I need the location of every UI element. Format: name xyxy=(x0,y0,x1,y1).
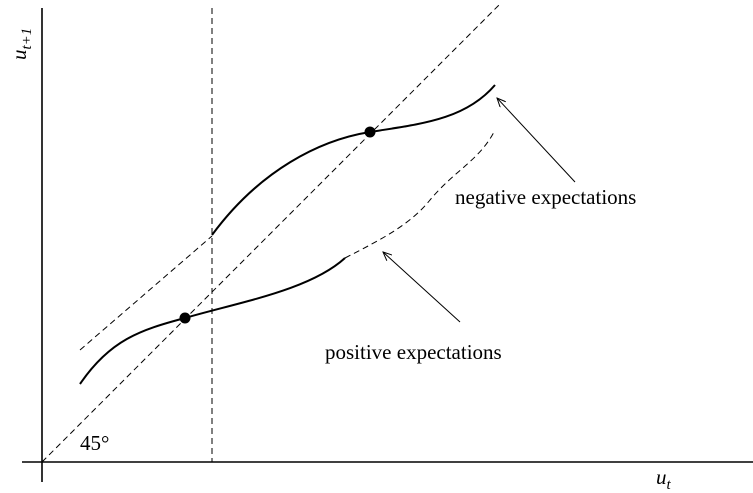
x-axis-label: ut xyxy=(656,465,672,493)
arrow xyxy=(497,98,576,183)
positive-label: positive expectations xyxy=(325,340,502,364)
y-axis-label: ut+1 xyxy=(7,28,35,60)
angle-label: 45° xyxy=(80,431,109,455)
y-label-sub: t+1 xyxy=(19,28,35,50)
negative-label: negative expectations xyxy=(455,185,636,209)
arrow xyxy=(383,252,461,323)
y-label-main: u xyxy=(7,50,31,61)
shifted-line xyxy=(79,235,213,351)
x-label-main: u xyxy=(656,465,667,489)
diagonal-45 xyxy=(41,3,501,463)
x-label-sub: t xyxy=(667,477,672,493)
negative-curve xyxy=(211,84,496,236)
equilibrium-point xyxy=(364,126,376,138)
equilibrium-point xyxy=(179,312,191,324)
positive-curve-extension xyxy=(344,129,496,259)
